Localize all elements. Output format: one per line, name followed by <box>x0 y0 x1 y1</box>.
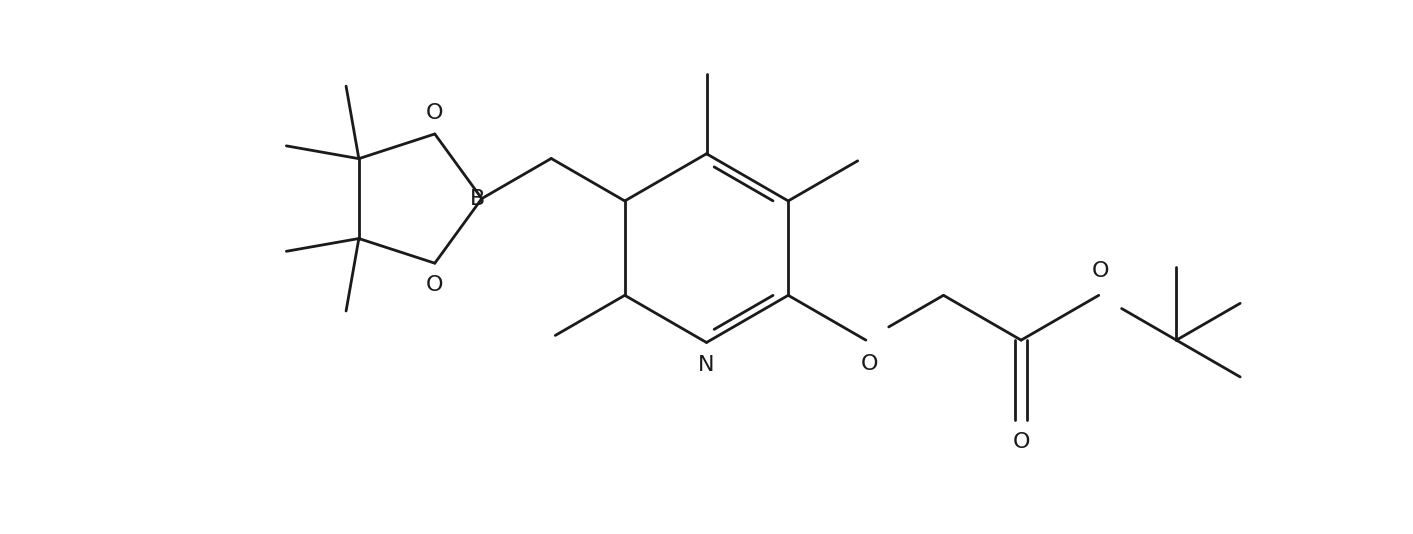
Text: O: O <box>1012 431 1030 452</box>
Text: O: O <box>427 274 444 295</box>
Text: B: B <box>469 189 485 209</box>
Text: N: N <box>698 355 715 375</box>
Text: O: O <box>861 354 879 374</box>
Text: O: O <box>427 103 444 123</box>
Text: O: O <box>1092 261 1109 281</box>
